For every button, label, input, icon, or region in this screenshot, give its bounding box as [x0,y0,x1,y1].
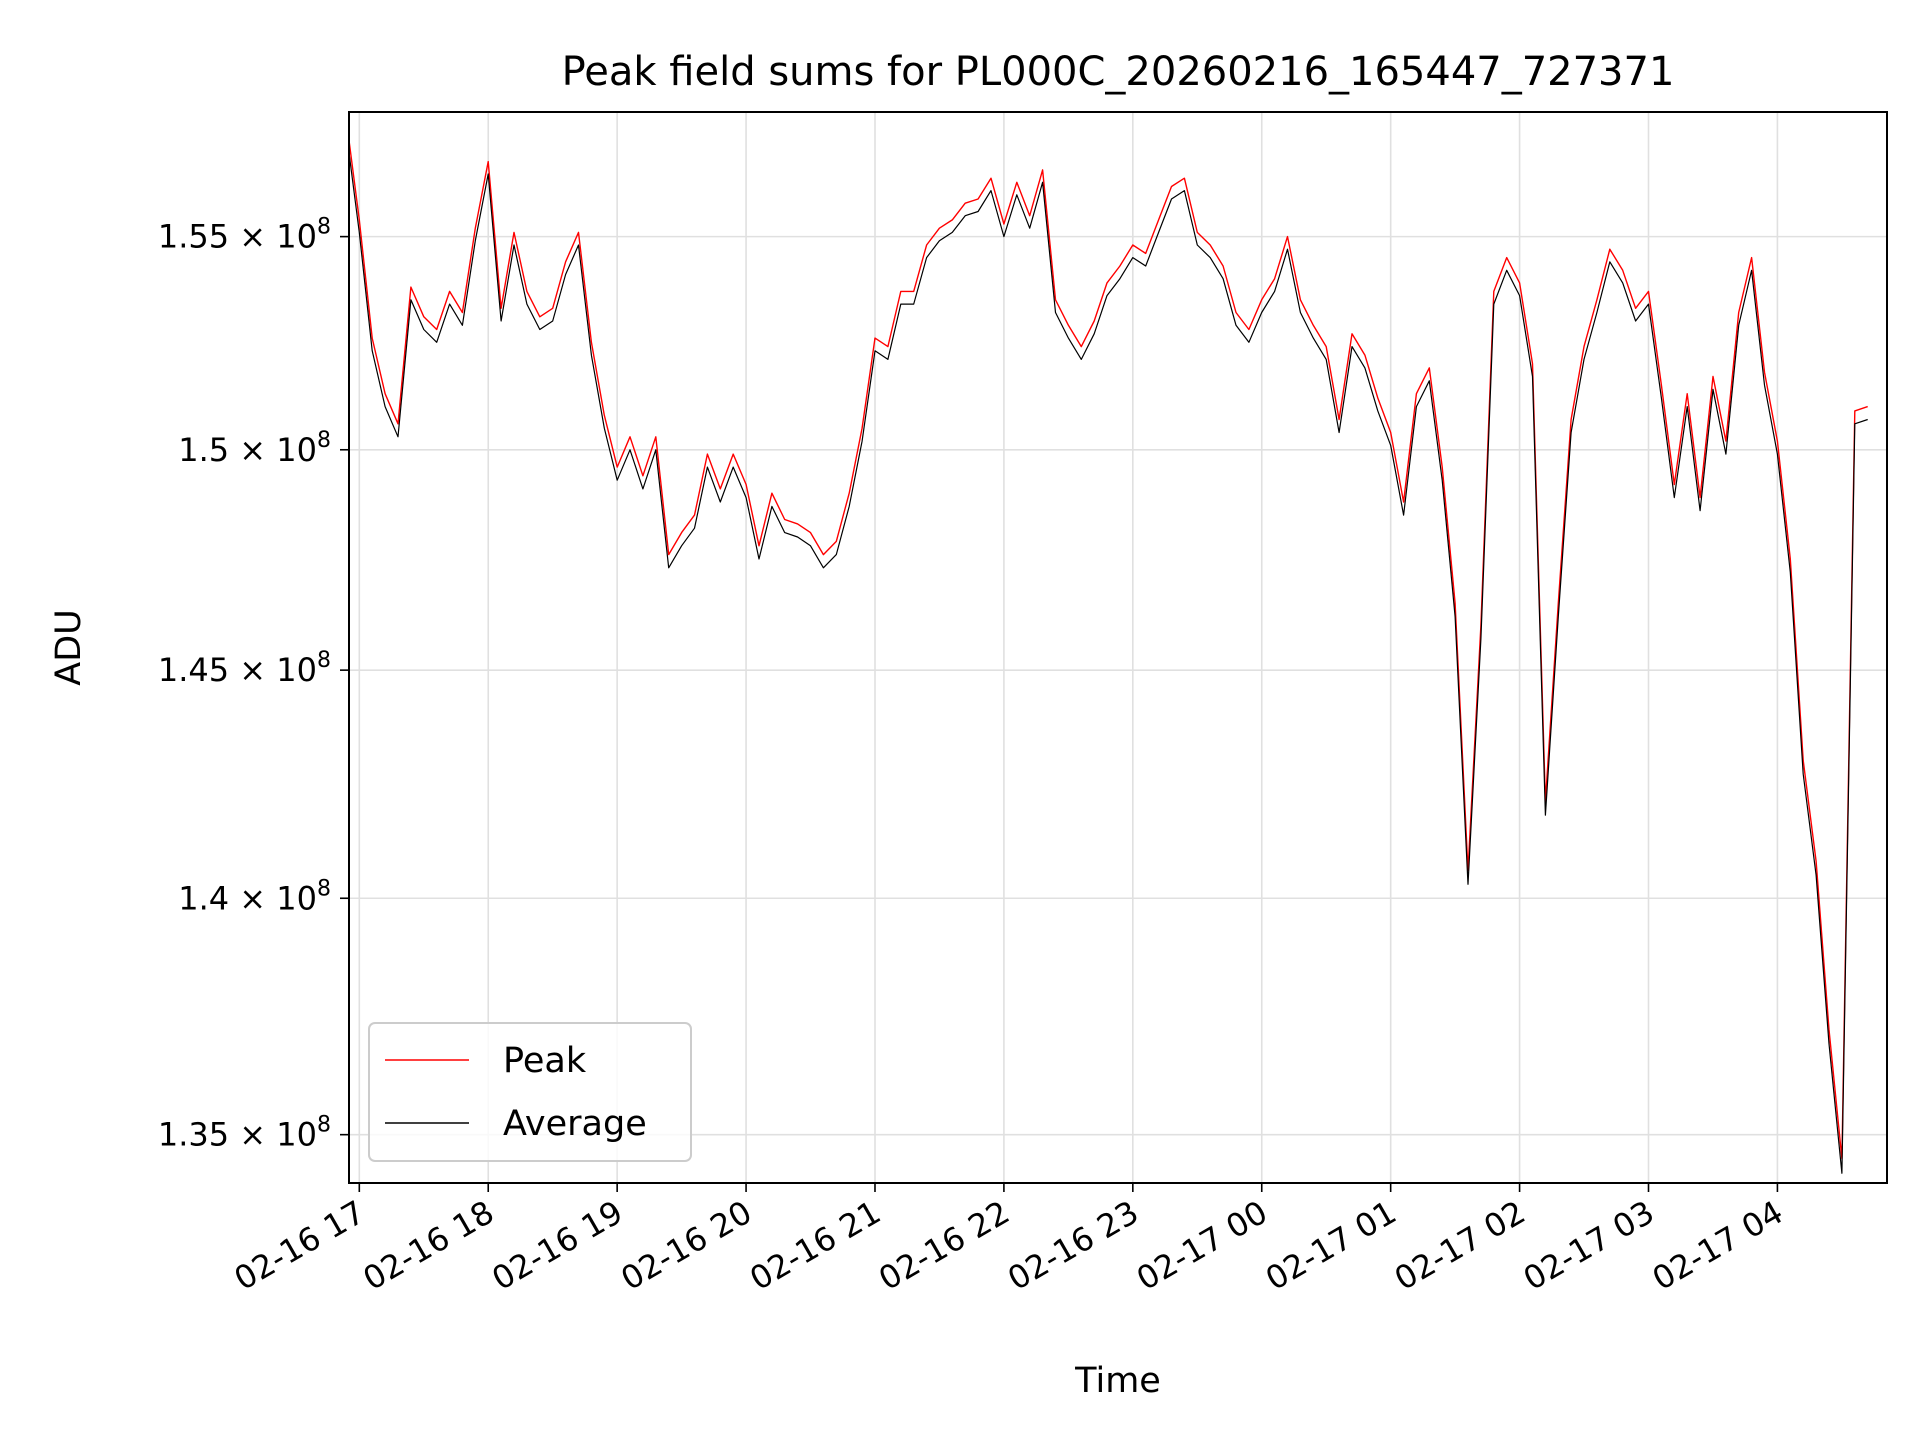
legend-box [368,1022,692,1162]
y-ticks: 1.35 × 108 1.4 × 108 1.45 × 108 1.5 × 108 1.… [158,215,349,1154]
chart-title: Peak field sums for PL000C_20260216_1654… [562,49,1675,95]
legend-average-label: Average [503,1104,647,1144]
y-tick-label: 1.35 × 108 [158,1113,331,1154]
series-peak-line [349,134,1868,1160]
plot-frame [348,111,1888,1184]
y-tick-label: 1.4 × 108 [178,876,331,917]
y-tick-label: 1.55 × 108 [158,215,331,256]
series-group [349,134,1868,1174]
y-tick-label: 1.45 × 108 [158,648,331,689]
x-axis-label: Time [1074,1361,1161,1401]
legend-peak-label: Peak [503,1041,587,1081]
grid [349,112,1887,1183]
y-tick-label: 1.5 × 108 [178,428,331,469]
series-average-line [349,148,1868,1174]
legend: Peak Average [368,1022,692,1162]
y-axis-label: ADU [49,609,89,686]
